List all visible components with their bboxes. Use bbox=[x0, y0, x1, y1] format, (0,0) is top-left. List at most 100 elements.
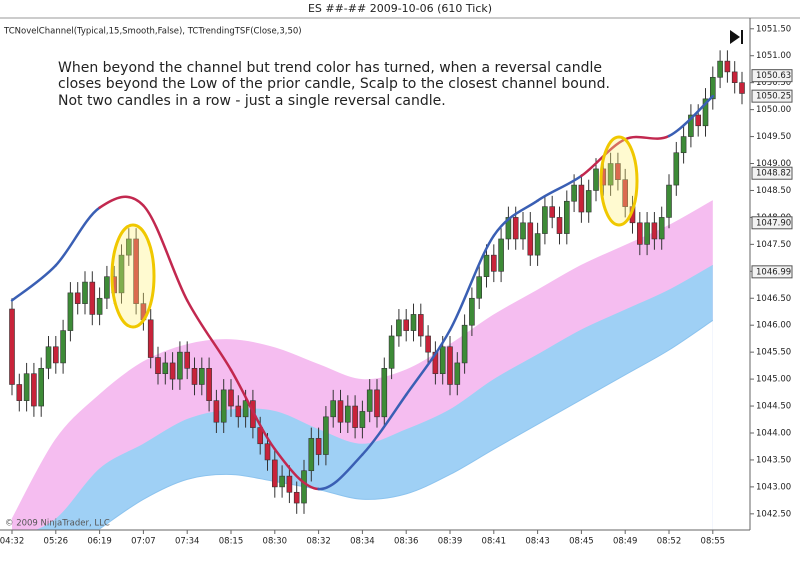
candle-body bbox=[228, 389, 234, 407]
trend-line bbox=[98, 195, 145, 209]
x-tick-label: 06:19 bbox=[87, 537, 112, 547]
candle-body bbox=[593, 168, 599, 191]
y-tick-label: 1045.00 bbox=[756, 375, 791, 385]
y-tick-label: 1043.50 bbox=[756, 455, 791, 465]
chart-title: ES ##-## 2009-10-06 (610 Tick) bbox=[308, 2, 492, 15]
candle-body bbox=[301, 470, 307, 504]
price-marker bbox=[751, 89, 793, 103]
x-tick-label: 08:55 bbox=[701, 537, 726, 547]
annotation: When beyond the channel but trend color … bbox=[58, 60, 602, 76]
candle-body bbox=[242, 400, 249, 418]
candle-body bbox=[191, 368, 198, 385]
candle-body bbox=[717, 60, 723, 78]
candle-body bbox=[425, 335, 431, 353]
candle-body bbox=[9, 308, 15, 385]
price-marker bbox=[751, 69, 793, 83]
candle-body bbox=[89, 281, 96, 315]
candle-body bbox=[177, 351, 183, 380]
candle-body bbox=[279, 475, 285, 488]
candle-body bbox=[585, 190, 592, 213]
candle-body bbox=[74, 292, 81, 304]
candle-body bbox=[439, 346, 446, 375]
candle-body bbox=[359, 411, 366, 428]
candle-body bbox=[220, 389, 227, 423]
candle-body bbox=[38, 368, 45, 407]
y-tick-label: 1047.50 bbox=[756, 240, 791, 250]
candle-body bbox=[688, 114, 694, 137]
candle-body bbox=[549, 206, 556, 218]
y-tick-label: 1044.50 bbox=[756, 402, 791, 412]
highlight-ellipse bbox=[599, 135, 639, 227]
trend-line bbox=[448, 234, 496, 332]
candle-body bbox=[512, 217, 519, 240]
candle-body bbox=[556, 217, 563, 234]
candle-body bbox=[52, 346, 59, 364]
candle-body bbox=[622, 179, 629, 207]
candle-body bbox=[396, 319, 402, 337]
y-tick-label: 1051.50 bbox=[756, 24, 791, 34]
trend-line bbox=[10, 264, 58, 302]
y-tick-label: 1048.50 bbox=[756, 186, 791, 196]
indicator-label: TCNovelChannel(Typical,15,Smooth,False),… bbox=[3, 27, 302, 37]
x-tick-label: 08:43 bbox=[525, 537, 550, 547]
candle-body bbox=[709, 76, 716, 100]
y-tick-label: 1044.00 bbox=[756, 428, 791, 438]
candle-body bbox=[695, 114, 702, 127]
channel bbox=[11, 200, 750, 530]
candle-body bbox=[563, 200, 570, 234]
candle-body bbox=[147, 319, 154, 358]
candle-body bbox=[293, 491, 300, 504]
candle-body bbox=[60, 330, 66, 364]
band-fill bbox=[99, 320, 750, 530]
candle-body bbox=[162, 362, 169, 375]
x-tick-label: 08:34 bbox=[350, 537, 375, 547]
candle-body bbox=[731, 71, 738, 83]
y-tick-label: 1050.50 bbox=[756, 78, 791, 88]
trend-line bbox=[404, 328, 452, 396]
trend-line bbox=[273, 447, 320, 491]
candle-body bbox=[96, 297, 103, 315]
candle-body bbox=[571, 184, 577, 202]
x-tick-label: 08:30 bbox=[263, 537, 288, 547]
candle-body bbox=[461, 324, 468, 364]
candle-body bbox=[118, 254, 125, 294]
price-marker bbox=[751, 216, 793, 230]
candle-body bbox=[520, 222, 526, 240]
y-tick-label: 1050.00 bbox=[756, 105, 791, 115]
y-tick-label: 1049.00 bbox=[756, 159, 791, 169]
candle-body bbox=[206, 368, 212, 401]
candle-body bbox=[67, 292, 74, 331]
candle-body bbox=[286, 475, 293, 493]
trend-line bbox=[361, 393, 408, 456]
candle-body bbox=[615, 163, 621, 180]
candle-body bbox=[534, 233, 541, 256]
candle-body bbox=[235, 405, 242, 418]
price-marker-label: 1046.99 bbox=[756, 267, 791, 277]
candle-body bbox=[155, 357, 161, 375]
trend-line bbox=[317, 453, 364, 491]
candle-body bbox=[702, 98, 709, 127]
candle-body bbox=[680, 136, 687, 154]
candle-body bbox=[352, 405, 358, 428]
candle-body bbox=[199, 368, 205, 385]
x-tick-label: 08:15 bbox=[219, 537, 244, 547]
y-tick-label: 1051.00 bbox=[756, 51, 791, 61]
x-tick-label: 08:52 bbox=[657, 537, 682, 547]
candle-body bbox=[16, 384, 23, 401]
trend-line bbox=[185, 299, 233, 372]
candle-body bbox=[388, 335, 395, 369]
trend-line bbox=[142, 204, 189, 302]
x-tick-label: 08:36 bbox=[394, 537, 419, 547]
candle-body bbox=[271, 459, 278, 488]
y-tick-label: 1045.50 bbox=[756, 348, 791, 358]
highlight-ellipse bbox=[110, 223, 156, 329]
candle-body bbox=[126, 238, 132, 256]
trend-line bbox=[229, 368, 277, 451]
trend-line bbox=[623, 134, 671, 141]
x-tick-label: 08:41 bbox=[482, 537, 507, 547]
candle-body bbox=[447, 346, 453, 385]
candle-body bbox=[133, 238, 139, 304]
candle-body bbox=[636, 222, 643, 245]
candle-body bbox=[374, 389, 380, 418]
x-tick-label: 07:07 bbox=[131, 537, 156, 547]
